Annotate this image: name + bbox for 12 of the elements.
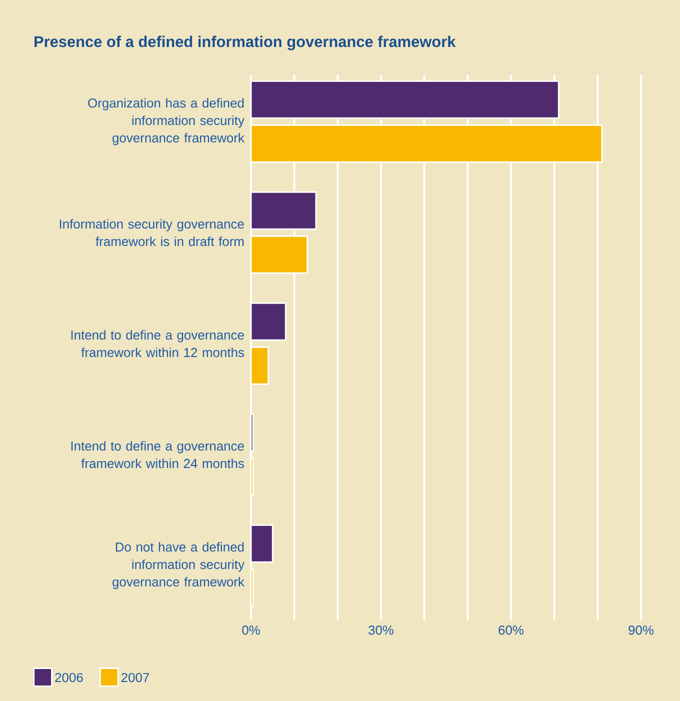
x-tick-label: 0% — [242, 626, 260, 635]
legend-label: 2007 — [122, 672, 149, 682]
x-tick-label: 60% — [498, 626, 524, 635]
x-tick-label: 90% — [628, 626, 654, 635]
y-tick-label: Intend to define a governance framework within 12 months — [71, 330, 244, 358]
chart-title: Presence of a defined information governance framework — [34, 36, 456, 50]
legend-label: 2006 — [55, 672, 83, 682]
x-tick-label: 30% — [368, 626, 394, 635]
y-tick-label: Organization has a defined information security governance framework — [88, 98, 244, 146]
y-tick-label: Intend to define a governance framework within 24 months — [71, 441, 244, 468]
y-tick-label: Information security governance framework is in draft form — [60, 219, 244, 246]
y-tick-label: Do not have a defined information security governance framework — [112, 542, 244, 590]
